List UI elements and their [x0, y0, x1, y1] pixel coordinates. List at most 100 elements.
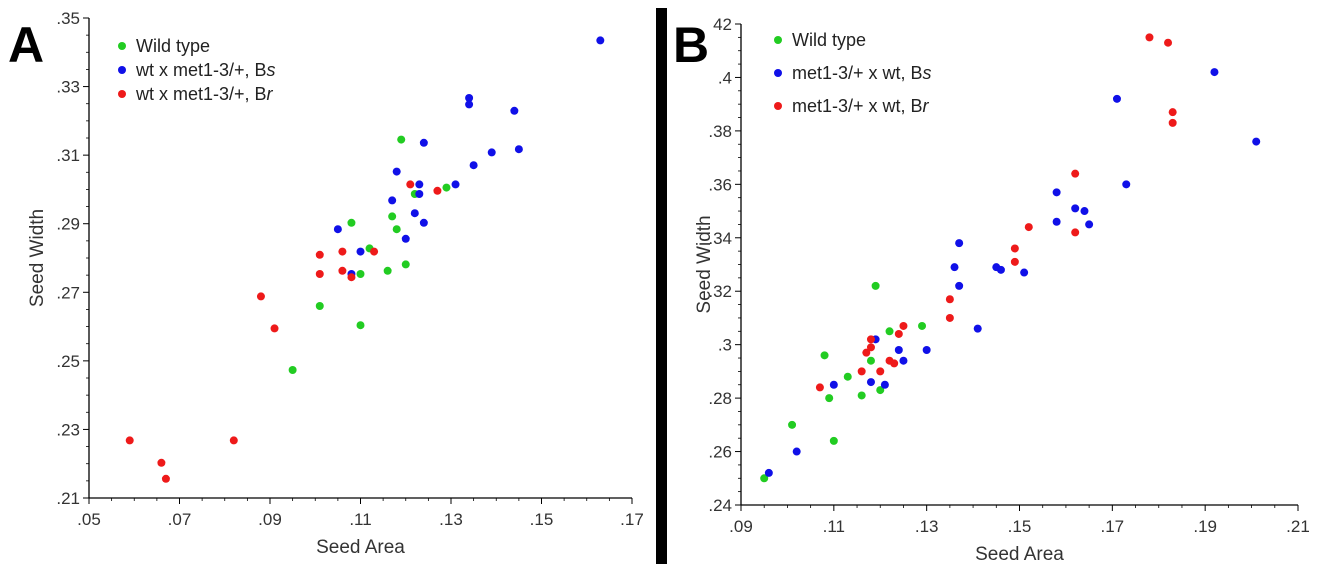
panel-a-data-point	[356, 247, 365, 256]
panel-a-legend-label: wt x met1-3/+, Br	[135, 84, 274, 104]
panel-a-series-1	[288, 135, 451, 374]
panel-a-data-point	[338, 266, 347, 275]
panel-a-data-point	[487, 148, 496, 157]
panel-b-data-point	[829, 380, 838, 389]
panel-a-data-point	[401, 234, 410, 243]
panel-b-data-point	[955, 281, 964, 290]
panel-a-y-tick-label: .23	[56, 420, 80, 439]
panel-a-data-point	[514, 145, 523, 154]
panel-a-y-tick-label: .25	[56, 352, 80, 371]
panel-a-x-tick-label: .09	[258, 510, 282, 529]
panel-a-x-tick-label: .13	[439, 510, 463, 529]
panel-b-y-tick-label: .38	[708, 122, 732, 141]
panel-a-data-point	[510, 106, 519, 115]
panel-a-y-tick-label: .31	[56, 146, 80, 165]
panel-a-data-point	[392, 167, 401, 176]
panel-a-data-point	[338, 247, 347, 256]
panel-a-data-point	[419, 218, 428, 227]
panel-b-data-point	[945, 295, 954, 304]
panel-b-data-point	[1010, 257, 1019, 266]
panel-b-data-point	[922, 346, 931, 355]
panel-a-data-point	[157, 458, 166, 467]
panel-b-x-tick-label: .13	[915, 517, 939, 536]
panel-b-data-point	[1052, 188, 1061, 197]
panel-b-legend-label-italic: s	[923, 63, 932, 83]
panel-b-data-point	[1071, 204, 1080, 213]
panel-b-data-point	[950, 263, 959, 272]
panel-b-data-point	[866, 343, 875, 352]
panel-b-data-point	[890, 359, 899, 368]
panel-b-legend-marker	[774, 69, 782, 77]
panel-a-data-point	[315, 270, 324, 278]
panel-a-x-axis-label: Seed Area	[316, 537, 405, 558]
panel-a-data-point	[347, 273, 356, 282]
panel-a-x-tick-label: .05	[77, 510, 101, 529]
panel-b-data-point	[866, 335, 875, 344]
panel-a-data-point	[596, 36, 605, 45]
panel-a-data-point	[356, 270, 365, 278]
panel-b-data-point	[1010, 244, 1019, 253]
panel-a-legend-marker	[118, 42, 126, 50]
panel-a-series-2	[333, 36, 605, 278]
panel-divider	[656, 8, 667, 564]
panel-b-data-point	[862, 348, 871, 357]
panel-b-data-point	[894, 329, 903, 338]
panel-b-x-tick-label: .17	[1101, 517, 1125, 536]
panel-b-data-point	[894, 346, 903, 355]
panel-a-data-point	[388, 196, 397, 205]
panel-b-data-point	[876, 367, 885, 376]
panel-b-y-axis-label: Seed Width	[694, 215, 715, 313]
panel-b-x-tick-label: .15	[1008, 517, 1032, 536]
panel-b-series-1	[760, 281, 927, 483]
panel-a-x-tick-label: .17	[620, 510, 644, 529]
panel-a-data-point	[465, 94, 474, 102]
panel-b-legend-label-text: Wild type	[792, 30, 866, 50]
panel-a-data-point	[388, 212, 397, 221]
panel-b-y-tick-label: .36	[708, 175, 732, 194]
panel-a-scatter-plot: A .05 .07 .09 .11 .13 .15 .17 .21 .23 .25 .27 .29 .31…	[8, 9, 644, 558]
panel-b-x-tick-label: .09	[729, 517, 753, 536]
panel-b-data-point	[764, 468, 773, 477]
panel-b-data-point	[815, 383, 824, 392]
panel-b-x-tick-label: .19	[1193, 517, 1217, 536]
panel-b-letter: B	[673, 17, 709, 73]
panel-a-data-point	[415, 180, 424, 189]
panel-a-data-point	[370, 247, 379, 256]
panel-b-data-point	[880, 380, 889, 389]
panel-b-y-tick-label: .3	[718, 336, 732, 355]
panel-a-data-point	[356, 321, 365, 330]
panel-a-data-point	[442, 183, 451, 192]
panel-a-data-point	[415, 190, 424, 198]
panel-b-x-tick-label: .21	[1286, 517, 1310, 536]
panel-b-data-point	[825, 394, 834, 403]
panel-a-y-tick-label: .27	[56, 283, 80, 302]
panel-b-data-point	[866, 378, 875, 387]
panel-b-data-point	[1122, 180, 1131, 189]
panel-b-legend-label: met1-3/+ x wt, Bs	[792, 63, 932, 83]
panel-a-legend-label-text: wt x met1-3/+, B	[135, 84, 267, 104]
panel-b-data-point	[1071, 228, 1080, 237]
panel-a-y-tick-label: .21	[56, 489, 80, 508]
panel-a-legend-label-text: Wild type	[136, 36, 210, 56]
panel-b-data-point	[857, 367, 866, 376]
panel-b-x-axis-label: Seed Area	[975, 544, 1064, 564]
panel-b-data-point	[899, 321, 908, 330]
panel-a-data-point	[383, 266, 392, 275]
panel-a-y-tick-label: .29	[56, 215, 80, 234]
panel-b-data-point	[1168, 118, 1177, 127]
panel-b-y-tick-label: .34	[708, 229, 732, 248]
panel-b-data-point	[1024, 223, 1033, 232]
panel-a-data-point	[229, 436, 238, 445]
panel-a-legend-marker	[118, 66, 126, 74]
panel-b-data-point	[996, 265, 1005, 274]
panel-b-data-point	[973, 324, 982, 333]
panel-a-x-tick-label: .11	[349, 510, 371, 529]
panel-a-legend-marker	[118, 90, 126, 98]
panel-a-data-point	[433, 186, 442, 195]
panel-b-y-tick-label: 42	[713, 15, 732, 34]
panel-a-data-point	[397, 135, 406, 144]
panel-b-data-point	[1112, 94, 1121, 103]
panel-b-data-point	[760, 474, 769, 483]
